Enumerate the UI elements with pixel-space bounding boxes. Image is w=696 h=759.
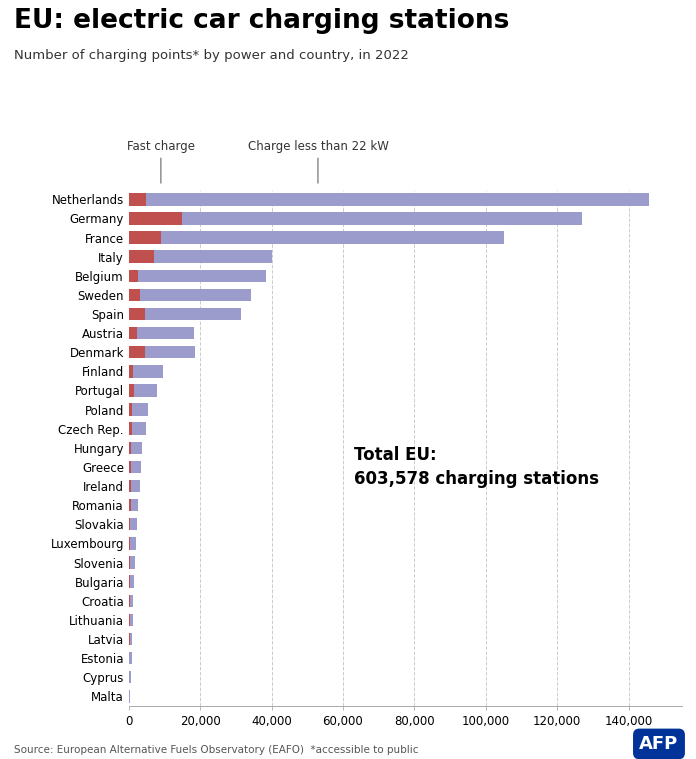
Bar — [129, 193, 146, 206]
Text: EU: electric car charging stations: EU: electric car charging stations — [14, 8, 509, 33]
Bar — [129, 480, 131, 493]
Bar — [129, 403, 148, 416]
Bar — [129, 308, 145, 320]
Bar — [129, 327, 136, 339]
Text: Source: European Alternative Fuels Observatory (EAFO)  *accessible to public: Source: European Alternative Fuels Obser… — [14, 745, 418, 755]
Bar — [129, 193, 649, 206]
Bar — [129, 613, 130, 626]
Bar — [129, 213, 182, 225]
Bar — [129, 403, 132, 416]
Text: Total EU:
603,578 charging stations: Total EU: 603,578 charging stations — [354, 446, 599, 488]
Bar — [129, 594, 130, 607]
Bar — [129, 480, 140, 493]
Bar — [129, 518, 130, 531]
Bar — [129, 442, 131, 454]
Bar — [129, 250, 154, 263]
Bar — [129, 537, 130, 550]
Bar — [129, 461, 131, 473]
Bar — [129, 613, 133, 626]
Text: Charge less than 22 kW: Charge less than 22 kW — [248, 140, 388, 153]
Bar — [129, 575, 134, 587]
Text: Number of charging points* by power and country, in 2022: Number of charging points* by power and … — [14, 49, 409, 62]
Bar — [129, 231, 504, 244]
Bar — [129, 365, 133, 377]
Bar — [129, 365, 164, 377]
Bar — [129, 346, 195, 358]
Bar — [129, 288, 251, 301]
Bar — [129, 213, 582, 225]
Bar — [129, 327, 193, 339]
Bar — [129, 384, 157, 397]
Bar — [129, 499, 139, 512]
Bar — [129, 423, 132, 435]
Bar — [129, 269, 138, 282]
Bar — [129, 269, 266, 282]
Bar — [129, 594, 134, 607]
Bar — [129, 537, 136, 550]
Bar — [129, 346, 145, 358]
Bar — [129, 461, 141, 473]
Bar — [129, 423, 146, 435]
Bar — [129, 633, 132, 645]
Bar — [129, 575, 130, 587]
Bar — [129, 671, 131, 683]
Bar — [129, 250, 271, 263]
Bar — [129, 652, 132, 664]
Bar — [129, 499, 131, 512]
Bar — [129, 518, 136, 531]
Bar — [129, 442, 142, 454]
Bar — [129, 556, 130, 568]
Text: AFP: AFP — [640, 735, 679, 753]
Bar — [129, 231, 161, 244]
Bar — [129, 288, 140, 301]
Text: Fast charge: Fast charge — [127, 140, 195, 153]
Bar — [129, 384, 134, 397]
Bar — [129, 556, 135, 568]
Bar — [129, 690, 130, 703]
Bar — [129, 308, 242, 320]
